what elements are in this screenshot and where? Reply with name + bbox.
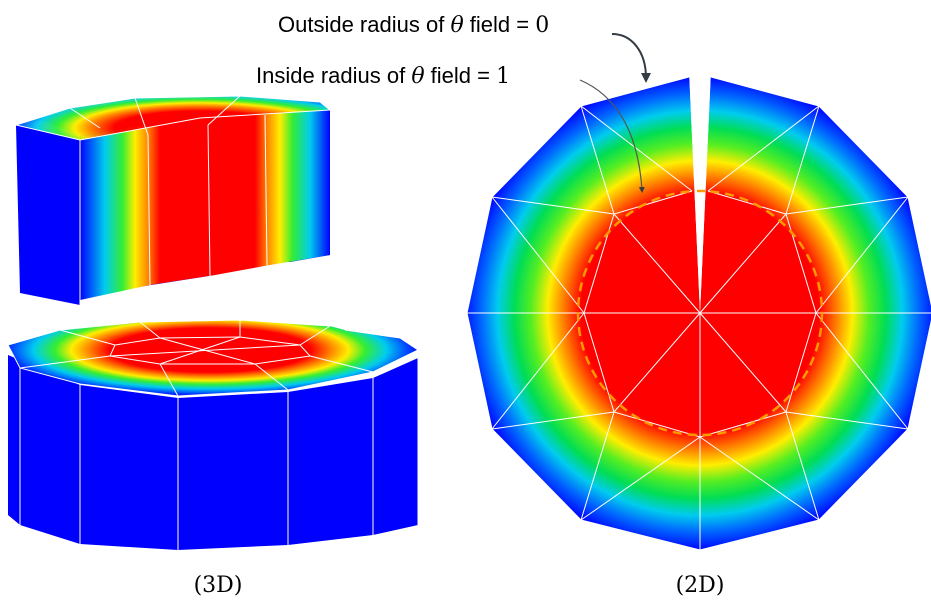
outside-radius-label: Outside radius of θ field = 0 xyxy=(278,12,549,38)
outside-radius-arrow xyxy=(611,33,651,83)
upper-wedge-mesh xyxy=(15,95,331,305)
lower-cylinder-mesh xyxy=(7,319,420,550)
dodecagon-2d xyxy=(466,70,931,551)
upper-wedge-3d xyxy=(15,95,331,305)
caption-3d: (3D) xyxy=(194,573,243,598)
lower-cylinder-top-face xyxy=(8,320,418,396)
upper-wedge-top-blend xyxy=(16,96,330,140)
upper-wedge-cut-face xyxy=(80,110,330,300)
lower-cylinder-3d xyxy=(7,319,420,550)
inside-radius-label: Inside radius of θ field = 1 xyxy=(256,63,510,89)
lower-cylinder-side-face xyxy=(8,355,418,550)
inside-radius-arrow xyxy=(579,79,645,193)
annotation-inside-radius: Inside radius of θ field = 1 xyxy=(256,63,645,193)
dodecagon-mesh xyxy=(466,76,931,551)
annotation-outside-radius: Outside radius of θ field = 0 xyxy=(278,12,651,83)
caption-2d: (2D) xyxy=(676,573,725,598)
upper-wedge-outer-face xyxy=(16,125,80,305)
